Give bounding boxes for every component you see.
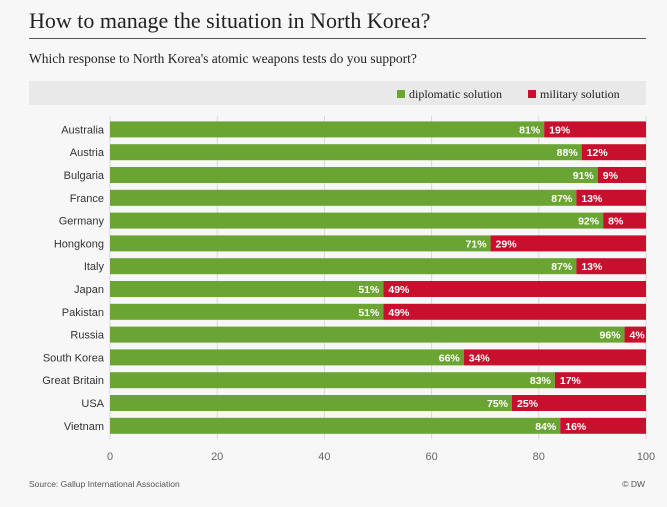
data-label: 49%: [388, 307, 410, 319]
bar-segment: [110, 349, 464, 366]
data-label: 34%: [469, 352, 491, 364]
data-label: 12%: [587, 147, 609, 159]
category-label: Bulgaria: [64, 170, 105, 182]
bar-segment: [110, 395, 512, 411]
category-label: Japan: [74, 284, 104, 296]
data-label: 49%: [388, 284, 410, 296]
bar-segment: [581, 144, 646, 161]
bar-segment: [110, 303, 384, 320]
data-label: 8%: [608, 216, 624, 228]
category-label: Australia: [61, 124, 105, 136]
bar-segment: [110, 189, 577, 206]
data-label: 84%: [535, 421, 557, 433]
data-label: 25%: [517, 398, 539, 410]
bar-segment: [110, 121, 545, 138]
category-label: Hongkong: [54, 238, 104, 250]
bar-segment: [463, 349, 646, 366]
data-label: 88%: [557, 147, 579, 159]
category-label: South Korea: [43, 352, 105, 364]
category-label: Pakistan: [62, 307, 104, 319]
bar-segment: [110, 144, 582, 161]
data-label: 17%: [560, 375, 582, 387]
data-label: 4%: [630, 330, 646, 342]
category-label: USA: [81, 398, 104, 410]
data-label: 87%: [551, 193, 573, 205]
category-label: Russia: [70, 330, 105, 342]
bar-segment: [512, 395, 646, 411]
category-label: Germany: [59, 216, 105, 228]
bar-segment: [544, 121, 646, 138]
bar-segment: [110, 235, 491, 252]
bar-segment: [110, 326, 625, 343]
legend-band: [29, 81, 646, 105]
bar-segment: [490, 235, 646, 252]
category-label: Great Britain: [42, 375, 104, 387]
bar-segment: [110, 167, 598, 183]
chart-subtitle: Which response to North Korea's atomic w…: [29, 51, 417, 66]
bar-segment: [110, 258, 577, 275]
data-label: 66%: [439, 352, 461, 364]
category-label: France: [70, 193, 104, 205]
x-tick-label: 80: [533, 451, 545, 463]
legend-item-military: military solution: [528, 87, 620, 101]
bar-segment: [110, 281, 384, 297]
data-label: 51%: [358, 307, 380, 319]
legend-label-diplomatic: diplomatic solution: [409, 86, 502, 101]
title-divider: [29, 38, 646, 39]
legend-label-military: military solution: [540, 86, 620, 101]
data-label: 16%: [565, 421, 587, 433]
legend-swatch-military: [528, 90, 536, 98]
category-label: Italy: [84, 261, 105, 273]
x-tick-label: 20: [211, 451, 223, 463]
x-tick-label: 40: [318, 451, 330, 463]
credit-note: © DW: [622, 479, 645, 489]
source-note: Source: Gallup International Association: [29, 479, 180, 489]
category-label: Vietnam: [64, 421, 104, 433]
data-label: 75%: [487, 398, 509, 410]
data-label: 96%: [600, 330, 622, 342]
bar-segment: [624, 326, 646, 343]
chart-title: How to manage the situation in North Kor…: [29, 8, 431, 33]
data-label: 19%: [549, 124, 571, 136]
data-label: 13%: [581, 261, 603, 273]
data-label: 81%: [519, 124, 541, 136]
legend-swatch-diplomatic: [397, 90, 405, 98]
data-label: 13%: [581, 193, 603, 205]
data-label: 51%: [358, 284, 380, 296]
category-label: Austria: [70, 147, 105, 159]
bar-segment: [110, 372, 555, 389]
data-label: 87%: [551, 261, 573, 273]
bar-segment: [576, 189, 646, 206]
bar-segment: [603, 212, 646, 229]
bar-segment: [576, 258, 646, 275]
bar-segment: [110, 417, 561, 434]
bar-segment: [597, 167, 646, 183]
data-label: 71%: [466, 238, 488, 250]
bar-segment: [560, 417, 646, 434]
bar-segment: [110, 212, 604, 229]
data-label: 92%: [578, 216, 600, 228]
data-label: 9%: [603, 170, 619, 182]
bar-segment: [383, 303, 646, 320]
data-label: 29%: [496, 238, 518, 250]
data-label: 91%: [573, 170, 595, 182]
x-tick-label: 60: [425, 451, 437, 463]
x-tick-label: 100: [637, 451, 655, 463]
bar-segment: [383, 281, 646, 297]
legend-item-diplomatic: diplomatic solution: [397, 87, 502, 101]
x-tick-label: 0: [107, 451, 113, 463]
data-label: 83%: [530, 375, 552, 387]
bar-segment: [554, 372, 646, 389]
